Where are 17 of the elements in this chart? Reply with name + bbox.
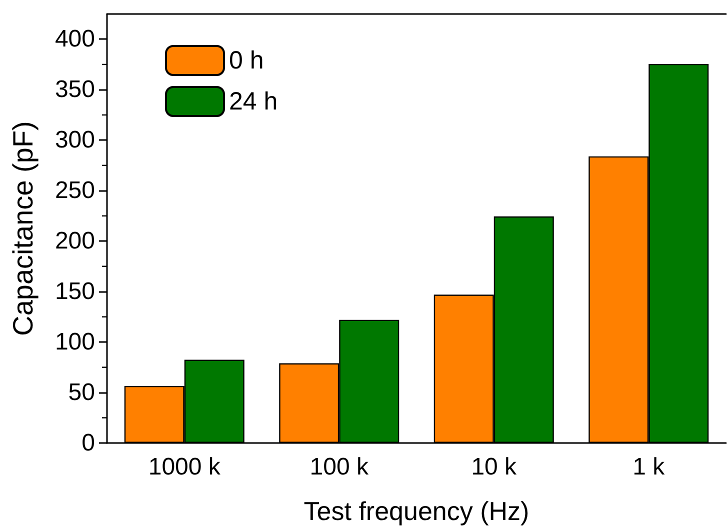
y-tick-label: 0 [82,430,95,456]
y-tick-label: 100 [54,328,95,356]
y-tick-label: 50 [68,379,95,406]
x-axis-title: Test frequency (Hz) [304,496,530,526]
y-tick-label: 150 [54,278,95,306]
y-tick-label: 250 [54,177,95,204]
y-tick-label: 300 [54,126,95,154]
y-axis-title: Capacitance (pF) [8,121,38,336]
y-tick-label: 400 [54,26,95,53]
legend-label: 0 h [229,46,264,74]
x-tick-label: 1 k [632,454,666,480]
y-tick-label: 200 [54,228,95,255]
legend-label: 24 h [229,88,278,116]
x-tick-label: 10 k [471,454,518,480]
x-tick-label: 100 k [310,454,370,480]
y-tick-label: 350 [54,76,95,104]
x-tick-label: 1000 k [148,454,222,480]
